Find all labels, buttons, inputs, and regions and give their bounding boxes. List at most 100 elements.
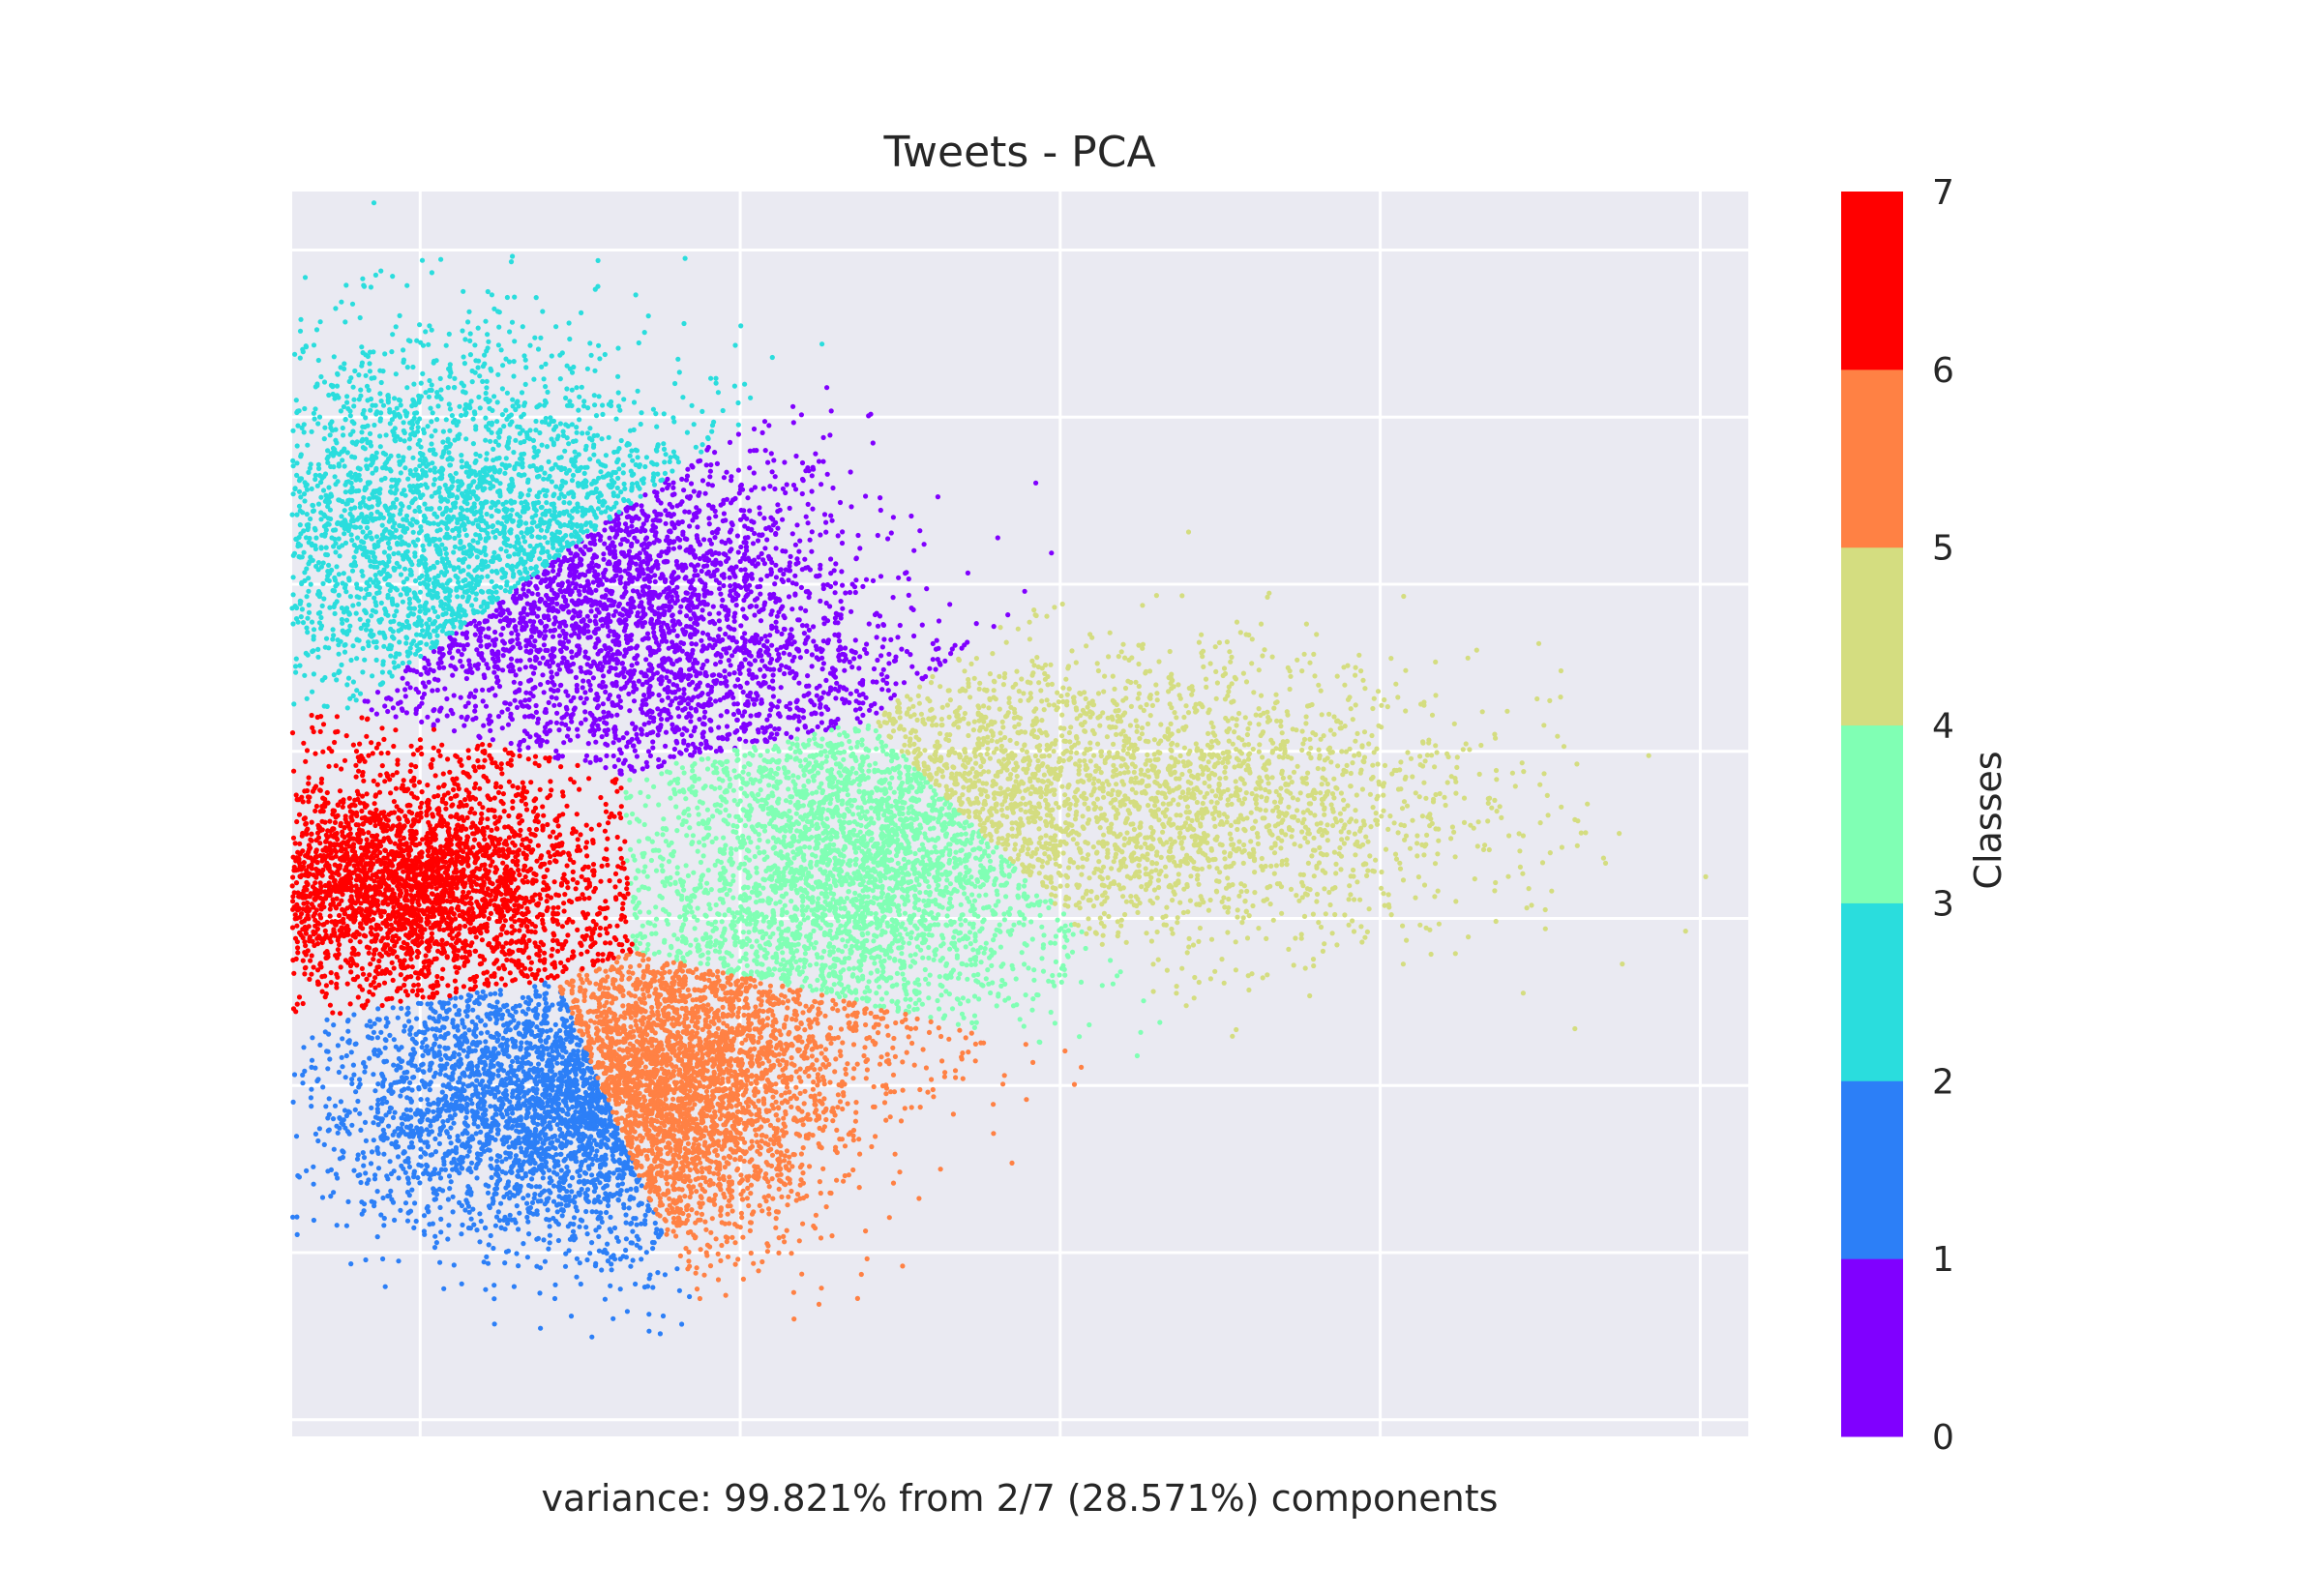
scatter-point <box>455 1086 461 1092</box>
scatter-point <box>533 732 539 738</box>
scatter-point <box>640 697 646 704</box>
scatter-point <box>576 633 581 638</box>
scatter-point <box>730 635 736 641</box>
scatter-point <box>819 720 825 725</box>
scatter-point <box>526 696 532 703</box>
scatter-point <box>507 1027 513 1033</box>
scatter-point <box>721 575 727 580</box>
scatter-point <box>477 1211 483 1217</box>
scatter-point <box>392 1129 398 1135</box>
scatter-point <box>381 1095 387 1101</box>
scatter-point <box>737 647 743 653</box>
scatter-point <box>610 612 617 618</box>
scatter-point <box>730 497 736 503</box>
scatter-point <box>533 702 539 709</box>
scatter-point <box>482 618 488 624</box>
scatter-point <box>583 669 589 676</box>
scatter-point <box>408 1139 415 1145</box>
scatter-point <box>326 1111 332 1117</box>
scatter-point <box>384 1173 390 1179</box>
scatter-point <box>874 635 879 640</box>
scatter-point <box>503 1088 509 1094</box>
scatter-point <box>769 623 775 629</box>
scatter-point <box>402 1023 407 1029</box>
scatter-point <box>692 668 699 674</box>
scatter-point <box>679 648 685 654</box>
scatter-point <box>804 648 810 655</box>
scatter-point <box>432 1033 438 1039</box>
scatter-point <box>733 603 739 608</box>
scatter-point <box>853 556 859 562</box>
scatter-point <box>875 657 880 664</box>
scatter-point <box>823 600 829 606</box>
scatter-point <box>473 1033 479 1039</box>
scatter-point <box>675 619 682 625</box>
scatter-point <box>607 535 612 541</box>
scatter-point <box>704 602 710 607</box>
scatter-point <box>565 693 571 698</box>
scatter-point <box>386 1123 392 1129</box>
scatter-point <box>692 573 698 578</box>
scatter-point <box>599 594 606 600</box>
scatter-point <box>466 662 472 667</box>
scatter-point <box>772 736 778 742</box>
scatter-point <box>828 556 834 562</box>
scatter-point <box>504 1138 510 1144</box>
scatter-point <box>579 562 584 568</box>
scatter-point <box>800 478 806 484</box>
scatter-point <box>461 1070 466 1076</box>
scatter-point <box>510 1088 517 1094</box>
scatter-point <box>438 1108 444 1113</box>
scatter-point <box>832 590 838 596</box>
scatter-point <box>511 1018 517 1023</box>
scatter-point <box>738 567 744 573</box>
scatter-point <box>620 606 626 612</box>
scatter-point <box>729 522 735 528</box>
scatter-point <box>866 621 872 627</box>
scatter-point <box>420 1061 426 1067</box>
scatter-point <box>402 1070 407 1076</box>
scatter-point <box>637 550 643 556</box>
scatter-point <box>797 538 803 544</box>
scatter-point <box>378 1118 384 1124</box>
scatter-point <box>673 642 679 648</box>
scatter-point <box>703 738 709 745</box>
scatter-point <box>466 1148 472 1154</box>
scatter-point <box>291 1072 298 1078</box>
scatter-point <box>693 641 700 647</box>
scatter-point <box>502 647 508 653</box>
scatter-point <box>705 590 711 596</box>
scatter-point <box>302 1068 308 1074</box>
scatter-point <box>728 663 733 668</box>
scatter-point <box>604 731 610 738</box>
scatter-point <box>533 709 540 716</box>
scatter-point <box>489 1174 494 1180</box>
scatter-point <box>717 626 723 633</box>
scatter-point <box>777 598 783 604</box>
scatter-point <box>290 1099 296 1105</box>
scatter-point <box>453 666 459 672</box>
scatter-point <box>550 674 555 680</box>
scatter-point <box>742 567 748 573</box>
scatter-point <box>670 682 676 688</box>
scatter-point <box>493 1181 499 1187</box>
scatter-point <box>486 1242 491 1248</box>
scatter-point <box>566 726 572 732</box>
scatter-point <box>795 617 801 623</box>
scatter-point <box>629 736 635 743</box>
scatter-point <box>416 1084 422 1090</box>
scatter-point <box>426 679 432 685</box>
scatter-point <box>720 597 726 604</box>
scatter-point <box>515 636 521 642</box>
scatter-point <box>642 591 648 597</box>
scatter-point <box>771 666 777 672</box>
scatter-point <box>547 664 552 669</box>
scatter-point <box>562 1263 569 1269</box>
scatter-point <box>783 567 789 573</box>
scatter-point <box>641 673 647 679</box>
scatter-point <box>503 700 509 706</box>
scatter-point <box>609 665 615 671</box>
scatter-point <box>553 748 559 754</box>
scatter-point <box>494 1127 501 1133</box>
scatter-point <box>823 677 829 684</box>
